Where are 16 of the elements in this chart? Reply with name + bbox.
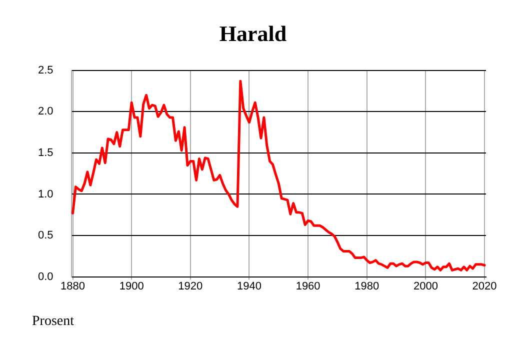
x-tick-label: 1960 xyxy=(296,280,320,292)
x-tick-label: 1900 xyxy=(119,280,144,292)
y-tick-label: 2.0 xyxy=(38,106,54,118)
x-tick-label: 2020 xyxy=(472,280,497,292)
chart-title: Harald xyxy=(219,20,287,46)
y-tick-label: 2.5 xyxy=(38,64,54,76)
x-tick-label: 1940 xyxy=(236,280,262,292)
y-tick-label: 0.0 xyxy=(38,270,54,283)
text: Prosent xyxy=(32,314,74,329)
y-tick-label: 0.5 xyxy=(38,230,54,242)
x-tick-label: 1880 xyxy=(60,280,86,292)
y-tick-label: 1.0 xyxy=(38,188,54,200)
y-tick-label: 1.5 xyxy=(38,146,54,159)
x-tick-label: 1980 xyxy=(354,280,380,292)
x-tick-label: 1920 xyxy=(178,280,203,292)
x-tick-label: 2000 xyxy=(413,280,438,292)
